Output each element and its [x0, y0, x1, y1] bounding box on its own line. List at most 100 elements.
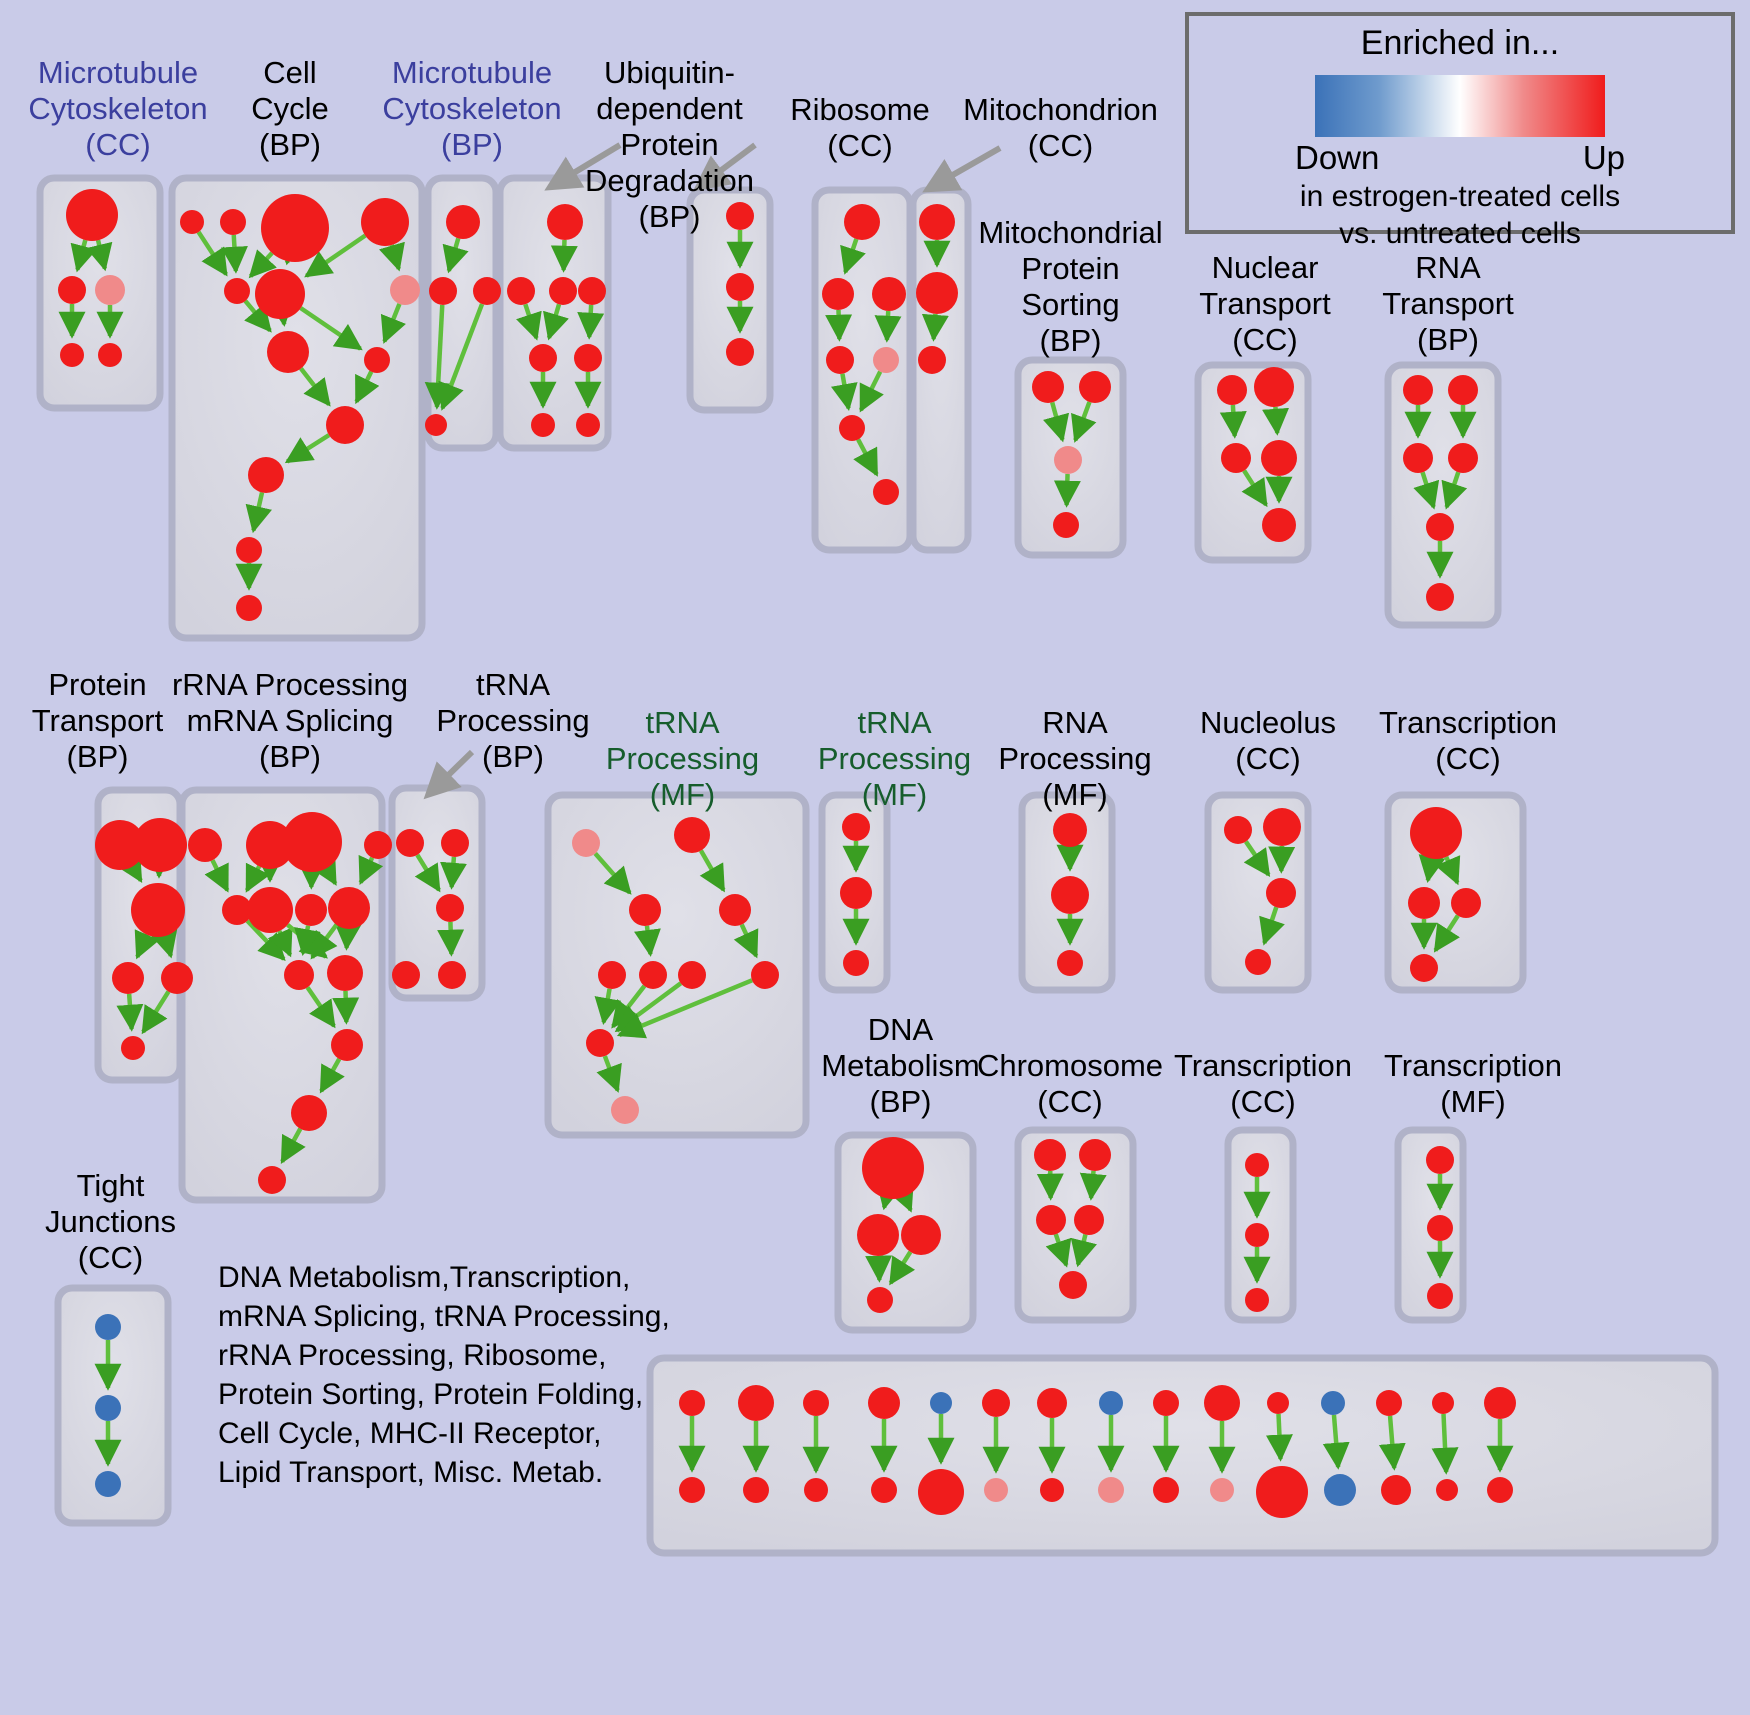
network-node[interactable] [840, 877, 872, 909]
network-node[interactable] [188, 828, 222, 862]
network-node[interactable] [726, 273, 754, 301]
network-node[interactable] [1245, 1223, 1269, 1247]
network-node[interactable] [1034, 1139, 1066, 1171]
network-node[interactable] [576, 413, 600, 437]
network-node[interactable] [873, 479, 899, 505]
network-node[interactable] [1448, 443, 1478, 473]
network-node[interactable] [295, 894, 327, 926]
network-node[interactable] [98, 343, 122, 367]
network-node[interactable] [1245, 949, 1271, 975]
network-node[interactable] [95, 275, 125, 305]
network-node[interactable] [1153, 1477, 1179, 1503]
network-node[interactable] [1256, 1466, 1308, 1518]
network-node[interactable] [1032, 371, 1064, 403]
network-node[interactable] [1451, 888, 1481, 918]
network-node[interactable] [236, 537, 262, 563]
network-node[interactable] [1263, 808, 1301, 846]
network-node[interactable] [1427, 1283, 1453, 1309]
network-node[interactable] [901, 1215, 941, 1255]
network-node[interactable] [1079, 371, 1111, 403]
network-node[interactable] [598, 961, 626, 989]
network-node[interactable] [1204, 1385, 1240, 1421]
network-node[interactable] [1262, 508, 1296, 542]
network-node[interactable] [133, 818, 187, 872]
network-node[interactable] [803, 1390, 829, 1416]
network-node[interactable] [674, 817, 710, 853]
network-node[interactable] [326, 406, 364, 444]
network-node[interactable] [220, 209, 246, 235]
network-node[interactable] [1410, 807, 1462, 859]
network-node[interactable] [1376, 1390, 1402, 1416]
network-node[interactable] [743, 1477, 769, 1503]
network-node[interactable] [1448, 375, 1478, 405]
network-node[interactable] [396, 829, 424, 857]
network-node[interactable] [1099, 1391, 1123, 1415]
network-node[interactable] [1153, 1390, 1179, 1416]
network-node[interactable] [282, 812, 342, 872]
network-node[interactable] [1051, 876, 1089, 914]
network-node[interactable] [507, 277, 535, 305]
network-node[interactable] [679, 1390, 705, 1416]
network-node[interactable] [1098, 1477, 1124, 1503]
network-node[interactable] [1267, 1392, 1289, 1414]
network-node[interactable] [1403, 375, 1433, 405]
network-node[interactable] [1426, 583, 1454, 611]
network-node[interactable] [984, 1478, 1008, 1502]
network-node[interactable] [586, 1029, 614, 1057]
network-node[interactable] [578, 277, 606, 305]
network-node[interactable] [436, 894, 464, 922]
network-node[interactable] [331, 1029, 363, 1061]
network-node[interactable] [872, 277, 906, 311]
network-node[interactable] [60, 343, 84, 367]
network-node[interactable] [248, 457, 284, 493]
network-node[interactable] [364, 347, 390, 373]
network-node[interactable] [919, 204, 955, 240]
network-node[interactable] [918, 346, 946, 374]
network-node[interactable] [574, 344, 602, 372]
network-node[interactable] [547, 204, 583, 240]
network-node[interactable] [473, 277, 501, 305]
network-node[interactable] [751, 961, 779, 989]
network-node[interactable] [392, 961, 420, 989]
network-node[interactable] [222, 895, 252, 925]
network-node[interactable] [726, 338, 754, 366]
network-node[interactable] [1254, 367, 1294, 407]
network-node[interactable] [258, 1166, 286, 1194]
network-node[interactable] [1074, 1205, 1104, 1235]
network-node[interactable] [826, 346, 854, 374]
network-node[interactable] [871, 1477, 897, 1503]
network-node[interactable] [930, 1392, 952, 1414]
network-node[interactable] [441, 829, 469, 857]
network-node[interactable] [1040, 1478, 1064, 1502]
network-node[interactable] [1217, 375, 1247, 405]
network-node[interactable] [1408, 887, 1440, 919]
network-node[interactable] [1261, 440, 1297, 476]
network-node[interactable] [95, 1471, 121, 1497]
network-node[interactable] [95, 1395, 121, 1421]
network-node[interactable] [1436, 1479, 1458, 1501]
network-node[interactable] [224, 278, 250, 304]
network-node[interactable] [639, 961, 667, 989]
network-node[interactable] [678, 961, 706, 989]
network-node[interactable] [531, 413, 555, 437]
network-node[interactable] [246, 821, 294, 869]
network-node[interactable] [1266, 878, 1296, 908]
network-node[interactable] [1037, 1388, 1067, 1418]
network-node[interactable] [868, 1387, 900, 1419]
network-node[interactable] [1224, 816, 1252, 844]
network-node[interactable] [425, 414, 447, 436]
network-node[interactable] [839, 415, 865, 441]
network-node[interactable] [726, 202, 754, 230]
network-node[interactable] [255, 269, 305, 319]
network-node[interactable] [1426, 513, 1454, 541]
network-node[interactable] [1324, 1474, 1356, 1506]
network-node[interactable] [236, 595, 262, 621]
network-node[interactable] [58, 276, 86, 304]
network-node[interactable] [549, 277, 577, 305]
network-node[interactable] [1410, 954, 1438, 982]
network-node[interactable] [822, 278, 854, 310]
network-node[interactable] [842, 813, 870, 841]
network-node[interactable] [429, 277, 457, 305]
network-node[interactable] [916, 272, 958, 314]
network-node[interactable] [1054, 446, 1082, 474]
